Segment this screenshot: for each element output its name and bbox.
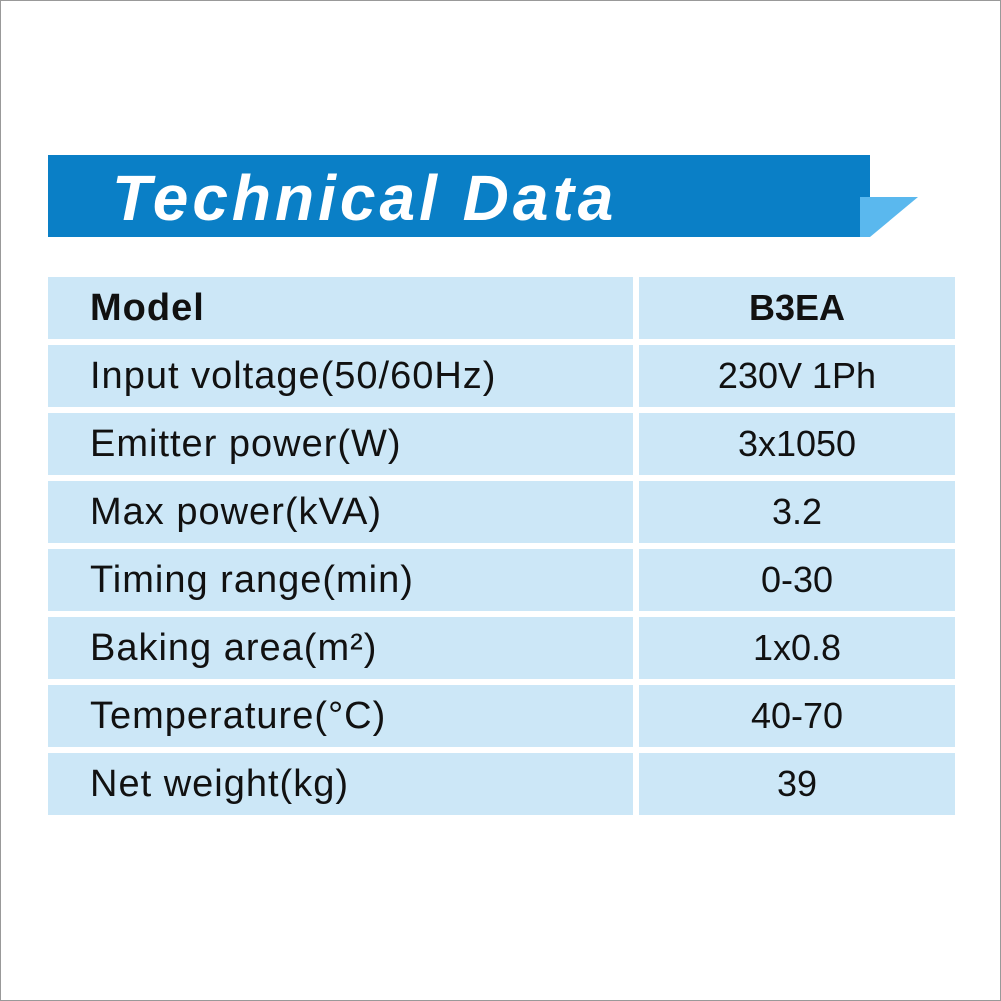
value-cell: B3EA [639,277,955,339]
table-row: Timing range(min) 0-30 [48,549,955,611]
banner-tail [860,197,918,237]
title-banner [48,155,870,237]
label-cell: Emitter power(W) [48,413,633,475]
value-cell: 230V 1Ph [639,345,955,407]
title: Technical Data [112,162,618,234]
label-cell: Max power(kVA) [48,481,633,543]
label-cell: Baking area(m²) [48,617,633,679]
label-cell: Timing range(min) [48,549,633,611]
label-cell: Input voltage(50/60Hz) [48,345,633,407]
table-row: Net weight(kg) 39 [48,753,955,815]
value-cell: 40-70 [639,685,955,747]
value-cell: 1x0.8 [639,617,955,679]
table-row: Emitter power(W) 3x1050 [48,413,955,475]
label-cell: Net weight(kg) [48,753,633,815]
value-cell: 3.2 [639,481,955,543]
label-cell: Temperature(°C) [48,685,633,747]
value-cell: 39 [639,753,955,815]
value-cell: 0-30 [639,549,955,611]
table-row: Model B3EA [48,277,955,339]
table-row: Temperature(°C) 40-70 [48,685,955,747]
value-cell: 3x1050 [639,413,955,475]
table-row: Max power(kVA) 3.2 [48,481,955,543]
table-row: Baking area(m²) 1x0.8 [48,617,955,679]
label-cell: Model [48,277,633,339]
table-row: Input voltage(50/60Hz) 230V 1Ph [48,345,955,407]
